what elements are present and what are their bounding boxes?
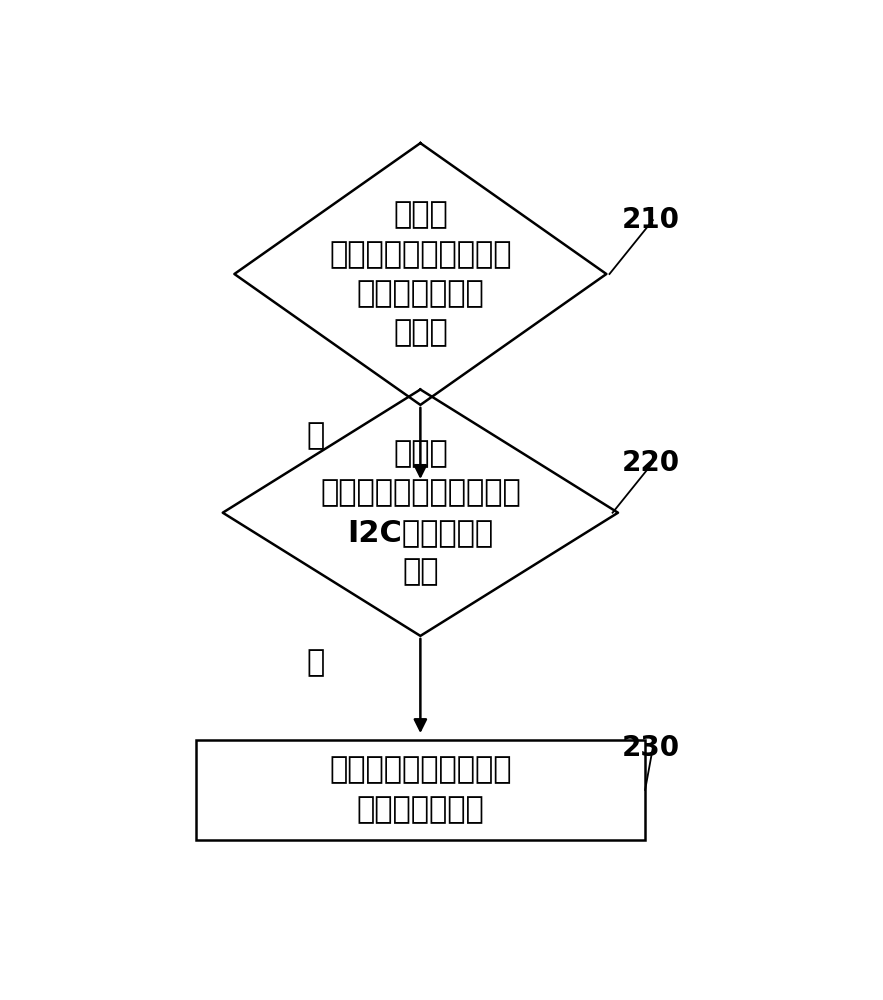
Polygon shape (234, 143, 607, 405)
Text: 所述启
动信号后接收到的下一
个信号是否为地
址信号: 所述启 动信号后接收到的下一 个信号是否为地 址信号 (329, 200, 511, 348)
Text: 认定所述下一个信号为
匹配的地址信号: 认定所述下一个信号为 匹配的地址信号 (329, 755, 511, 825)
Bar (196, 740, 645, 840)
Text: 是: 是 (306, 421, 325, 450)
Text: 210: 210 (622, 206, 680, 234)
Text: 所述地
址序列信号是否匹配所述
I2C设备的地址
序列: 所述地 址序列信号是否匹配所述 I2C设备的地址 序列 (320, 439, 521, 586)
Polygon shape (223, 389, 618, 636)
Text: 230: 230 (622, 734, 680, 762)
Text: 是: 是 (306, 648, 325, 677)
Text: 220: 220 (622, 449, 680, 477)
